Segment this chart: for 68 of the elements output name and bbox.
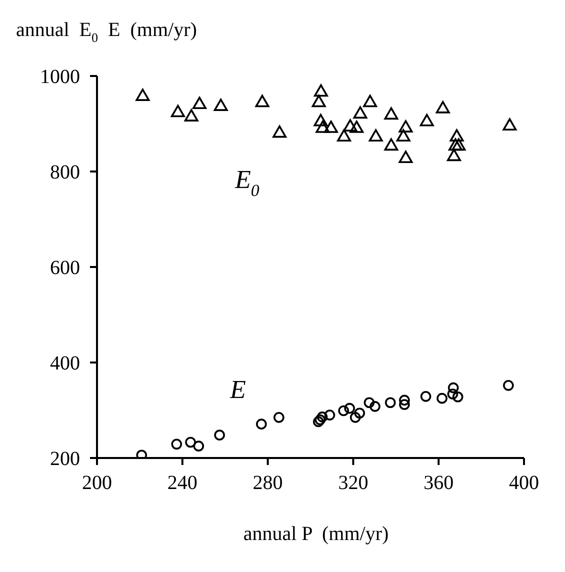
point bbox=[338, 405, 350, 416]
point bbox=[136, 88, 150, 101]
point bbox=[446, 148, 461, 162]
point bbox=[343, 119, 358, 132]
point bbox=[324, 120, 338, 133]
point bbox=[363, 94, 378, 108]
point bbox=[337, 129, 351, 142]
point bbox=[312, 94, 326, 108]
point bbox=[170, 104, 185, 118]
point bbox=[314, 114, 328, 126]
point bbox=[384, 107, 398, 120]
y-tick-label: 800 bbox=[50, 162, 80, 184]
x-tick-label: 320 bbox=[338, 472, 368, 494]
point bbox=[214, 98, 228, 111]
point bbox=[436, 392, 448, 404]
point bbox=[384, 397, 396, 408]
point bbox=[399, 399, 410, 410]
point bbox=[452, 138, 466, 151]
series-label: E$_{0}$ bbox=[234, 165, 260, 200]
point bbox=[452, 391, 464, 402]
point bbox=[192, 96, 206, 110]
point bbox=[396, 129, 410, 142]
point bbox=[503, 380, 514, 391]
x-tick-label: 240 bbox=[167, 472, 198, 494]
point bbox=[364, 397, 375, 408]
point bbox=[436, 101, 450, 114]
point bbox=[272, 125, 287, 138]
point bbox=[171, 438, 182, 450]
y-tick-label: 400 bbox=[50, 352, 80, 375]
point bbox=[384, 138, 398, 151]
series-label: E bbox=[229, 375, 246, 404]
x-tick-label: 280 bbox=[252, 472, 283, 494]
point bbox=[370, 401, 380, 412]
point bbox=[447, 388, 458, 400]
point bbox=[502, 118, 517, 131]
x-tick-label: 360 bbox=[424, 472, 454, 494]
point bbox=[354, 408, 366, 419]
point bbox=[184, 109, 198, 122]
point bbox=[368, 129, 383, 142]
point bbox=[324, 410, 336, 420]
point bbox=[273, 412, 284, 423]
point bbox=[316, 120, 330, 133]
point bbox=[350, 412, 361, 423]
point bbox=[448, 138, 462, 151]
point bbox=[450, 129, 464, 142]
x-tick-label: 400 bbox=[509, 472, 539, 494]
point bbox=[420, 114, 434, 126]
point bbox=[448, 382, 459, 394]
y-axis-title: annual E$_{0}$ E (mm/yr) bbox=[16, 19, 197, 45]
point bbox=[256, 418, 267, 430]
y-tick-label: 200 bbox=[50, 448, 80, 470]
point bbox=[344, 402, 355, 414]
point bbox=[353, 106, 368, 119]
point bbox=[314, 84, 328, 97]
point bbox=[420, 390, 432, 402]
y-tick-label: 1000 bbox=[40, 66, 80, 88]
point bbox=[399, 394, 410, 406]
x-tick-label: 200 bbox=[82, 472, 112, 494]
point bbox=[185, 436, 196, 448]
point bbox=[350, 120, 364, 133]
x-axis-title: annual P (mm/yr) bbox=[243, 523, 389, 545]
point bbox=[316, 412, 328, 422]
point bbox=[214, 430, 225, 440]
point bbox=[193, 440, 204, 452]
point bbox=[398, 150, 413, 164]
y-tick-label: 600 bbox=[50, 257, 80, 280]
point bbox=[398, 120, 413, 132]
point bbox=[255, 94, 270, 108]
